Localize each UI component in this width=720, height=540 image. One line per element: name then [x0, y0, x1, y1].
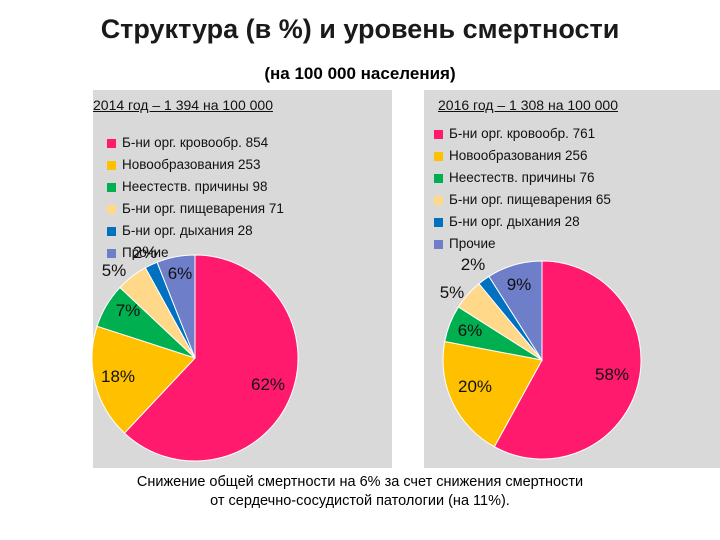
- pie-slice-2016-1: [442, 340, 543, 448]
- pie-slice-2016-5: [488, 260, 543, 362]
- legend-item: Б-ни орг. пищеварения 65: [434, 189, 611, 211]
- legend-item: Б-ни орг. пищеварения 71: [107, 198, 284, 220]
- chart-title-2016: 2016 год – 1 308 на 100 000: [438, 97, 618, 113]
- footnote: Снижение общей смертности на 6% за счет …: [0, 473, 720, 511]
- footnote-line-1: Снижение общей смертности на 6% за счет …: [136, 474, 584, 490]
- legend-item: Неестеств. причины 98: [107, 176, 284, 198]
- legend-swatch: [434, 151, 443, 161]
- pie-slice-2014-0: [123, 254, 299, 462]
- legend-item: Б-ни орг. дыхания 28: [107, 220, 284, 242]
- data-label-2014-2: 7%: [116, 301, 141, 320]
- page-title: Структура (в %) и уровень смертности: [100, 14, 620, 44]
- legend-swatch: [107, 248, 116, 258]
- legend-item: Прочие: [434, 233, 611, 255]
- legend-swatch: [107, 160, 116, 170]
- legend-swatch: [107, 182, 116, 192]
- legend-label: Б-ни орг. дыхания 28: [449, 214, 580, 229]
- legend-label: Неестеств. причины 76: [449, 170, 595, 185]
- data-label-2016-1: 20%: [458, 377, 492, 396]
- footnote-line-2: от сердечно-сосудистой патологии (на 11%…: [210, 493, 510, 509]
- legend-item: Б-ни орг. кровообр. 761: [434, 123, 611, 145]
- pie-slice-2014-5: [156, 254, 196, 359]
- legend-2016: Б-ни орг. кровообр. 761 Новообразования …: [434, 123, 611, 255]
- legend-label: Новообразования 253: [122, 157, 261, 172]
- legend-swatch: [434, 239, 443, 249]
- data-label-2016-2: 6%: [458, 321, 483, 340]
- legend-swatch: [107, 138, 116, 148]
- data-label-2014-3: 5%: [102, 261, 127, 280]
- legend-item: Б-ни орг. дыхания 28: [434, 211, 611, 233]
- legend-swatch: [434, 129, 443, 139]
- data-label-2014-0: 62%: [251, 375, 285, 394]
- data-label-2016-3: 5%: [440, 283, 465, 302]
- legend-label: Неестеств. причины 98: [122, 179, 268, 194]
- legend-label: Прочие: [122, 245, 169, 260]
- data-label-2016-5: 9%: [507, 275, 532, 294]
- legend-item: Новообразования 256: [434, 145, 611, 167]
- data-label-2014-4: 2%: [133, 243, 158, 262]
- data-label-2016-4: 2%: [461, 255, 486, 274]
- data-label-2016-0: 58%: [595, 365, 629, 384]
- page-subtitle: (на 100 000 населения): [264, 64, 456, 83]
- legend-label: Б-ни орг. кровообр. 854: [122, 135, 269, 150]
- legend-swatch: [107, 226, 116, 236]
- legend-item: Неестеств. причины 76: [434, 167, 611, 189]
- legend-item: Прочие: [107, 242, 284, 264]
- legend-label: Прочие: [449, 236, 496, 251]
- legend-label: Б-ни орг. дыхания 28: [122, 223, 253, 238]
- legend-label: Новообразования 256: [449, 148, 588, 163]
- legend-item: Б-ни орг. кровообр. 854: [107, 132, 284, 154]
- data-label-2014-5: 6%: [168, 264, 193, 283]
- legend-swatch: [434, 173, 443, 183]
- legend-2014: Б-ни орг. кровообр. 854 Новообразования …: [107, 132, 284, 264]
- legend-swatch: [434, 195, 443, 205]
- legend-item: Новообразования 253: [107, 154, 284, 176]
- pie-slice-2014-1: [91, 325, 196, 434]
- legend-swatch: [107, 204, 116, 214]
- data-label-2014-1: 18%: [101, 367, 135, 386]
- pie-slice-2016-0: [493, 260, 642, 460]
- chart-title-2014: 2014 год – 1 394 на 100 000: [93, 97, 273, 113]
- legend-label: Б-ни орг. кровообр. 761: [449, 126, 596, 141]
- legend-label: Б-ни орг. пищеварения 65: [449, 192, 611, 207]
- legend-swatch: [434, 217, 443, 227]
- legend-label: Б-ни орг. пищеварения 71: [122, 201, 284, 216]
